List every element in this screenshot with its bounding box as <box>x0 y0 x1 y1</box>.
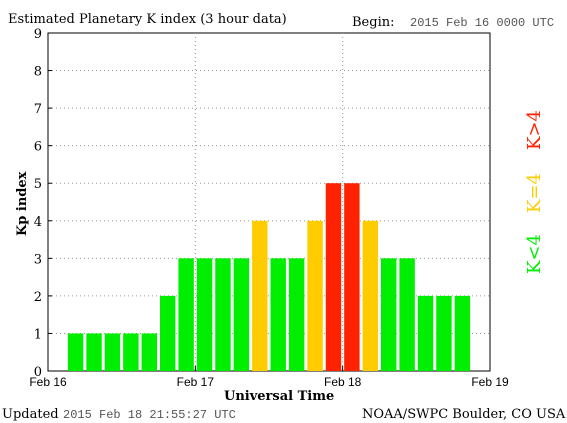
y-tick-label: 3 <box>34 252 42 267</box>
legend-k-below-4: K<4 <box>524 234 545 274</box>
kp-bar <box>104 333 121 371</box>
kp-bar <box>67 333 84 371</box>
plot-area <box>47 32 491 372</box>
kp-bar <box>270 258 286 371</box>
kp-bar <box>141 333 157 371</box>
updated-label: Updated <box>2 407 59 422</box>
kp-bar <box>196 258 213 371</box>
kp-bar <box>417 295 434 371</box>
kp-bar <box>123 333 139 371</box>
y-tick-label: 4 <box>34 215 42 230</box>
grid-lines <box>48 33 490 371</box>
bar-series <box>67 183 471 371</box>
legend: K<4 K=4 K>4 <box>524 110 545 274</box>
kp-bar <box>252 220 268 371</box>
x-tick-label: Feb 18 <box>324 375 362 389</box>
updated-value: 2015 Feb 18 21:55:27 UTC <box>63 408 236 422</box>
x-tick-label: Feb 16 <box>29 375 67 389</box>
kp-bar <box>215 258 231 371</box>
kp-bar <box>233 258 250 371</box>
y-tick-label: 9 <box>34 27 42 42</box>
source-credit: NOAA/SWPC Boulder, CO USA <box>362 407 566 422</box>
y-tick-label: 2 <box>34 290 42 305</box>
x-tick-label: Feb 17 <box>177 375 215 389</box>
kp-bar <box>362 220 378 371</box>
y-tick-label: 8 <box>34 65 42 80</box>
y-axis-ticks: 0 1 2 3 4 5 6 7 8 9 <box>34 27 52 380</box>
legend-k-above-4: K>4 <box>524 110 545 150</box>
y-tick-label: 5 <box>34 177 42 192</box>
y-axis-label: Kp index <box>15 171 30 236</box>
begin-label: Begin: <box>352 15 394 30</box>
kp-bar <box>160 295 176 371</box>
kp-bar <box>178 258 194 371</box>
chart-title: Estimated Planetary K index (3 hour data… <box>8 12 287 27</box>
kp-bar <box>399 258 415 371</box>
kp-bar <box>344 183 360 371</box>
kp-bar <box>436 295 452 371</box>
legend-k-equal-4: K=4 <box>524 173 545 213</box>
kp-bar <box>288 258 305 371</box>
x-axis-ticks: Feb 16 Feb 17 Feb 18 Feb 19 <box>29 366 509 389</box>
y-tick-label: 1 <box>34 327 42 342</box>
y-tick-label: 0 <box>34 365 42 380</box>
x-tick-label: Feb 19 <box>471 375 509 389</box>
begin-value: 2015 Feb 16 0000 UTC <box>410 16 554 30</box>
kp-bar <box>381 258 397 371</box>
kp-bar <box>86 333 102 371</box>
kp-bar <box>454 295 471 371</box>
kp-bar <box>325 183 342 371</box>
y-tick-label: 6 <box>34 140 42 155</box>
y-tick-label: 7 <box>34 102 42 117</box>
kp-bar <box>307 220 323 371</box>
x-axis-label: Universal Time <box>224 389 334 404</box>
